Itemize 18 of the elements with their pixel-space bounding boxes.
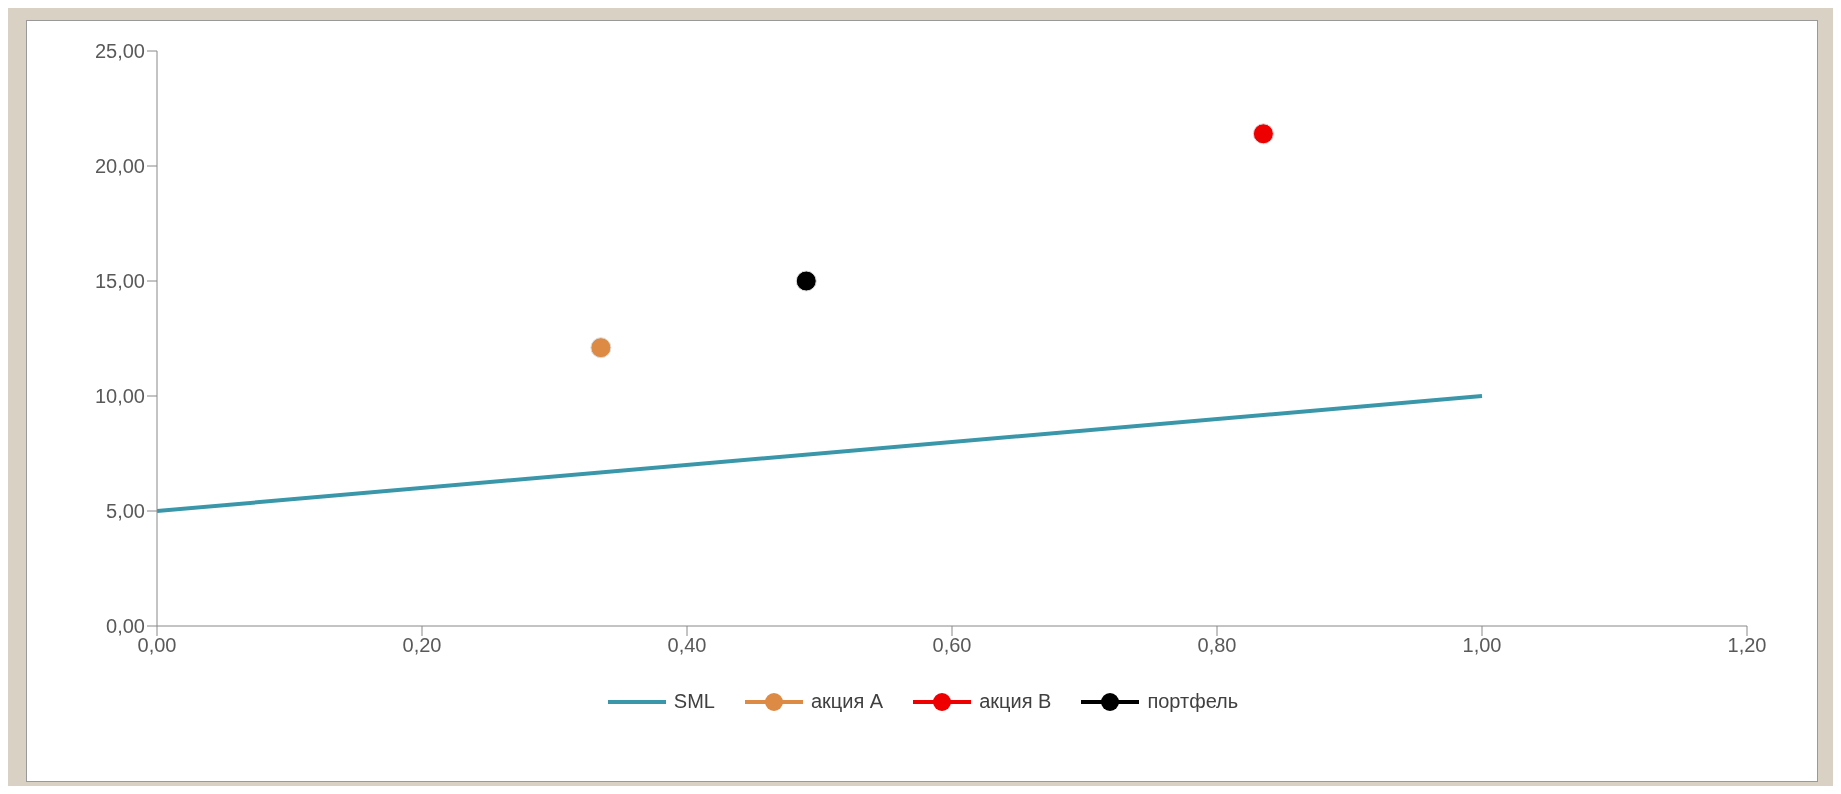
y-tick-label: 15,00	[94, 270, 145, 293]
y-tick-label: 20,00	[94, 155, 145, 178]
y-tick-label: 5,00	[106, 500, 145, 523]
x-tick-label: 1,20	[1727, 634, 1767, 657]
point	[795, 270, 817, 292]
legend-label: SML	[673, 690, 715, 713]
x-tick-label: 1,00	[1462, 634, 1502, 657]
x-tick-label: 0,20	[402, 634, 442, 657]
y-tick-label: 10,00	[94, 385, 145, 408]
point	[1252, 123, 1274, 145]
legend-label: акция B	[979, 690, 1052, 713]
x-tick-label: 0,80	[1197, 634, 1237, 657]
legend-label: портфель	[1147, 690, 1239, 713]
point	[590, 337, 612, 359]
legend-label: акция A	[810, 690, 884, 713]
x-tick-label: 0,60	[932, 634, 972, 657]
y-tick-label: 25,00	[94, 40, 145, 63]
x-tick-label: 0,40	[667, 634, 707, 657]
